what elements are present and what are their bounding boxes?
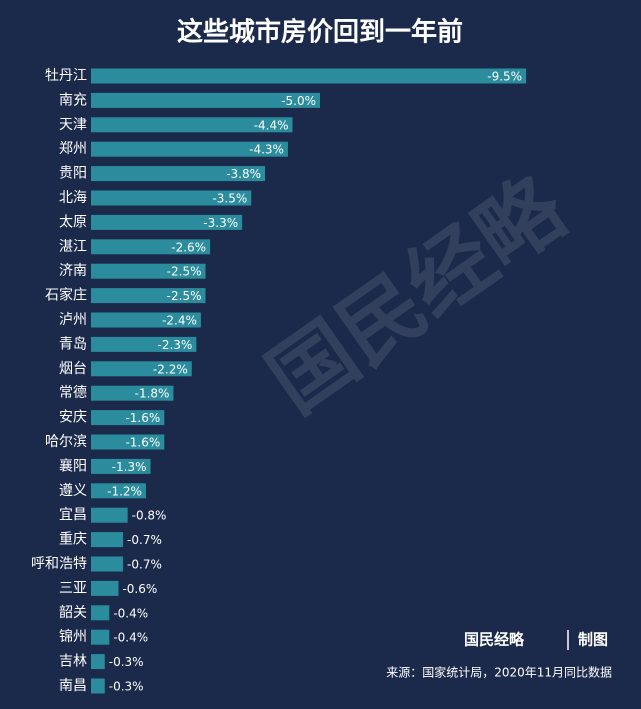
bar (91, 629, 110, 645)
bar (91, 410, 165, 426)
value-label: -0.6% (122, 582, 157, 596)
y-tick-label: 重庆 (59, 532, 87, 548)
value-label: -0.8% (132, 509, 167, 523)
value-label: -3.5% (212, 192, 247, 206)
y-tick-label: 石家庄 (45, 287, 87, 304)
bar (91, 678, 105, 694)
y-tick-label: 青岛 (59, 336, 87, 352)
value-label: -2.6% (171, 240, 206, 254)
y-tick-label: 南充 (59, 92, 87, 108)
y-tick-label: 济南 (59, 263, 87, 279)
source: 来源：国家统计局，2020年11月同比数据 (386, 665, 612, 680)
value-label: -1.3% (112, 460, 147, 474)
value-label: -2.5% (167, 265, 202, 279)
bar (91, 92, 320, 108)
value-label: -1.6% (125, 436, 160, 450)
value-label: -0.3% (109, 680, 144, 694)
value-label: -4.4% (254, 118, 289, 132)
bar (91, 385, 174, 401)
bar (91, 68, 527, 84)
bar (91, 580, 119, 596)
bar (91, 288, 206, 304)
y-tick-label: 呼和浩特 (31, 556, 87, 572)
y-tick-label: 天津 (59, 117, 87, 133)
y-tick-label: 泸州 (59, 312, 87, 328)
value-label: -1.6% (125, 411, 160, 425)
y-tick-label: 宜昌 (59, 507, 87, 523)
y-tick-label: 三亚 (59, 580, 87, 596)
bar (91, 654, 105, 670)
y-tick-label: 牡丹江 (45, 68, 87, 84)
bar (91, 532, 124, 548)
y-tick-label: 太原 (59, 214, 87, 230)
value-label: -1.8% (135, 387, 170, 401)
bar (91, 483, 146, 499)
value-label: -0.7% (127, 533, 162, 547)
y-tick-label: 吉林 (59, 654, 87, 670)
y-tick-label: 贵阳 (59, 166, 87, 182)
value-label: -2.2% (153, 362, 188, 376)
y-tick-label: 锦州 (59, 628, 87, 645)
brand-note: 制图 (578, 631, 608, 649)
value-label: -5.0% (281, 94, 316, 108)
bar (91, 214, 243, 230)
y-tick-label: 郑州 (59, 141, 87, 157)
brand: 国民经略 (464, 631, 525, 649)
chart-title: 这些城市房价回到一年前 (177, 17, 463, 48)
value-label: -2.5% (167, 289, 202, 303)
bar (91, 605, 110, 621)
y-tick-label: 遵义 (59, 482, 87, 499)
value-label: -0.4% (113, 631, 148, 645)
bar (91, 556, 124, 572)
bar (91, 190, 252, 206)
bar (91, 507, 128, 523)
value-label: -0.4% (113, 606, 148, 620)
value-label: -3.3% (203, 216, 238, 230)
y-tick-label: 哈尔滨 (45, 434, 87, 450)
y-tick-label: 南昌 (59, 678, 87, 694)
bar (91, 239, 211, 255)
bar (91, 434, 165, 450)
value-label: -0.7% (127, 558, 162, 572)
bar (91, 312, 201, 328)
value-label: -1.2% (107, 484, 142, 498)
y-tick-label: 北海 (59, 190, 87, 206)
bar (91, 458, 151, 474)
bar (91, 166, 266, 182)
y-tick-label: 襄阳 (59, 458, 87, 474)
value-label: -4.3% (249, 143, 284, 157)
bar (91, 361, 192, 377)
y-tick-label: 湛江 (59, 239, 87, 255)
y-tick-label: 安庆 (59, 410, 87, 426)
value-label: -2.4% (162, 314, 197, 328)
y-tick-label: 烟台 (59, 361, 87, 377)
bar (91, 263, 206, 279)
value-label: -9.5% (487, 70, 522, 84)
bar (91, 117, 293, 133)
bar (91, 141, 288, 157)
value-label: -3.8% (226, 167, 261, 181)
y-tick-label: 韶关 (59, 605, 87, 621)
value-label: -2.3% (158, 338, 193, 352)
bar (91, 336, 197, 352)
y-tick-label: 常德 (59, 385, 87, 401)
value-label: -0.3% (109, 655, 144, 669)
